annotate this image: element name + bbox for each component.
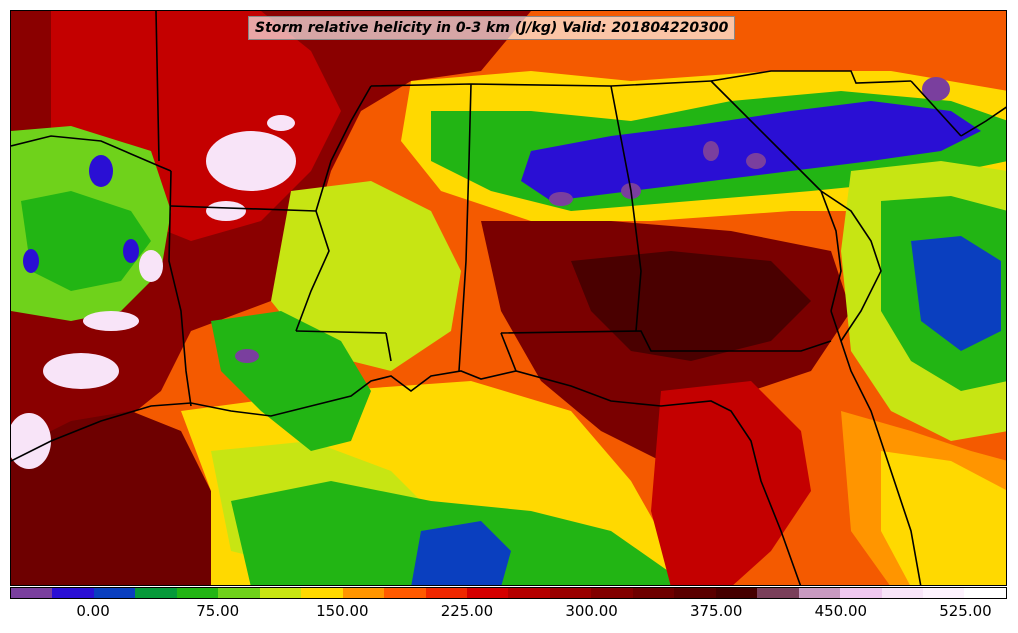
- blob-white: [43, 353, 119, 389]
- border-florida-panhandle-west: [500, 332, 517, 372]
- colorbar-swatch: [259, 588, 302, 598]
- colorbar-swatch: [549, 588, 592, 598]
- colorbar-tick-label: 525.00: [939, 602, 992, 620]
- colorbar-swatch: [218, 588, 260, 598]
- blob-white: [206, 131, 296, 191]
- field-dark-red-southwest: [11, 411, 211, 585]
- border-texas-louisiana: [168, 170, 192, 407]
- border-mississippi-east: [385, 332, 392, 362]
- colorbar-swatch: [674, 588, 716, 598]
- colorbar-swatch: [922, 588, 965, 598]
- field-yellow-southeast: [881, 451, 1006, 585]
- colorbar-swatch: [508, 588, 550, 598]
- blob-white: [267, 115, 295, 131]
- border-louisiana-north: [295, 330, 387, 334]
- field-layer: [11, 11, 1006, 585]
- colorbar-swatch: [176, 588, 219, 598]
- blob-white: [139, 250, 163, 282]
- spot-purple: [703, 141, 719, 161]
- field-blue-north: [521, 101, 981, 201]
- boundary-lines: [11, 11, 1006, 585]
- border-mississippi-alabama: [458, 83, 472, 372]
- spot-blue: [89, 155, 113, 187]
- colorbar-tick-labels: 0.00 75.00 150.00 225.00 300.00 375.00 450.00 5…: [10, 600, 1007, 626]
- colorbar-swatch: [715, 588, 758, 598]
- colorbar-swatch: [11, 588, 53, 598]
- field-light-green-central: [271, 181, 461, 371]
- border-tennessee-south: [370, 80, 712, 87]
- spot-purple: [922, 77, 950, 101]
- border-north-carolina-east: [910, 80, 962, 137]
- field-green-louisiana: [211, 311, 371, 451]
- border-kentucky-tennessee: [710, 70, 912, 84]
- coastline-gulf: [11, 370, 802, 585]
- field-blue-gulf: [411, 521, 511, 585]
- colorbar-swatch: [466, 588, 509, 598]
- colorbar-swatch: [964, 588, 1006, 598]
- colorbar: [10, 587, 1007, 599]
- colorbar-tick-label: 225.00: [440, 602, 494, 620]
- colorbar-swatch: [425, 588, 467, 598]
- coastline-carolinas: [960, 106, 1006, 137]
- colorbar-tick-label: 300.00: [565, 602, 618, 620]
- spot-blue: [23, 249, 39, 273]
- coastline-georgia: [820, 190, 882, 342]
- field-green-texas-inner: [21, 191, 151, 291]
- spot-purple: [746, 153, 766, 169]
- low-helicity-spots: [23, 77, 950, 363]
- colorbar-swatch: [881, 588, 923, 598]
- field-darkest-red-core: [571, 251, 811, 361]
- colorbar-swatch: [384, 588, 426, 598]
- border-florida-alabama: [500, 330, 832, 352]
- border-texas-north: [11, 135, 172, 172]
- spot-purple: [235, 349, 259, 363]
- spot-blue: [123, 239, 139, 263]
- map-title: Storm relative helicity in 0-3 km (J/kg)…: [248, 16, 736, 40]
- colorbar-swatch: [798, 588, 841, 598]
- high-helicity-blobs: [11, 115, 296, 469]
- colorbar-tick-label: 150.00: [316, 602, 369, 620]
- field-red-florida: [651, 381, 811, 585]
- blob-white: [83, 311, 139, 331]
- colorbar-tick-label: 75.00: [196, 602, 240, 620]
- colorbar-tick-label: 450.00: [814, 602, 868, 620]
- blob-white: [11, 413, 51, 469]
- colorbar-tick-label: 375.00: [689, 602, 743, 620]
- colorbar-swatch: [591, 588, 633, 598]
- border-alabama-georgia: [610, 85, 642, 332]
- blob-white: [206, 201, 246, 221]
- map-canvas: [11, 11, 1006, 585]
- colorbar-swatch: [93, 588, 136, 598]
- field-blue-atlantic: [911, 236, 1001, 351]
- border-oklahoma-arkansas-east: [155, 11, 160, 162]
- spot-purple: [549, 192, 573, 206]
- helicity-map: Storm relative helicity in 0-3 km (J/kg)…: [10, 10, 1007, 586]
- colorbar-swatch: [135, 588, 177, 598]
- colorbar-swatch: [342, 588, 385, 598]
- colorbar-swatch: [840, 588, 882, 598]
- colorbar-swatch: [632, 588, 675, 598]
- border-arkansas-mississippi: [295, 85, 372, 332]
- colorbar-tick-label: 0.00: [76, 602, 110, 620]
- border-arkansas-south: [170, 205, 317, 212]
- colorbar-swatch: [757, 588, 799, 598]
- colorbar-swatch: [301, 588, 343, 598]
- colorbar-swatch: [52, 588, 94, 598]
